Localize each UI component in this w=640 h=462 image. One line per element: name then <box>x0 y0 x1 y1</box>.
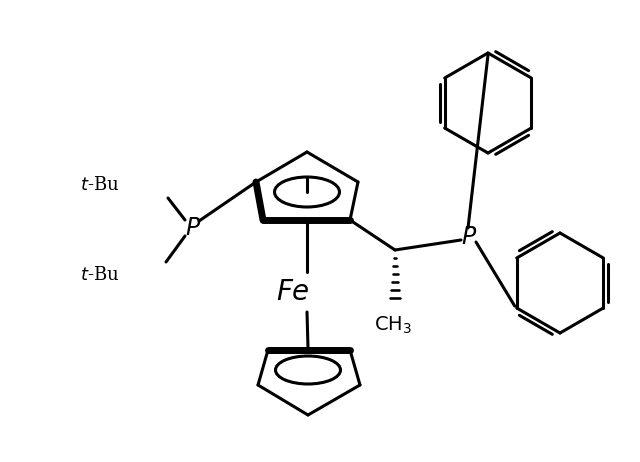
Text: P: P <box>461 225 475 249</box>
Text: P: P <box>185 216 199 240</box>
Text: $t$-Bu: $t$-Bu <box>80 266 120 284</box>
Text: Fe: Fe <box>276 278 310 306</box>
Text: CH$_3$: CH$_3$ <box>374 314 412 336</box>
Text: $t$-Bu: $t$-Bu <box>80 176 120 194</box>
